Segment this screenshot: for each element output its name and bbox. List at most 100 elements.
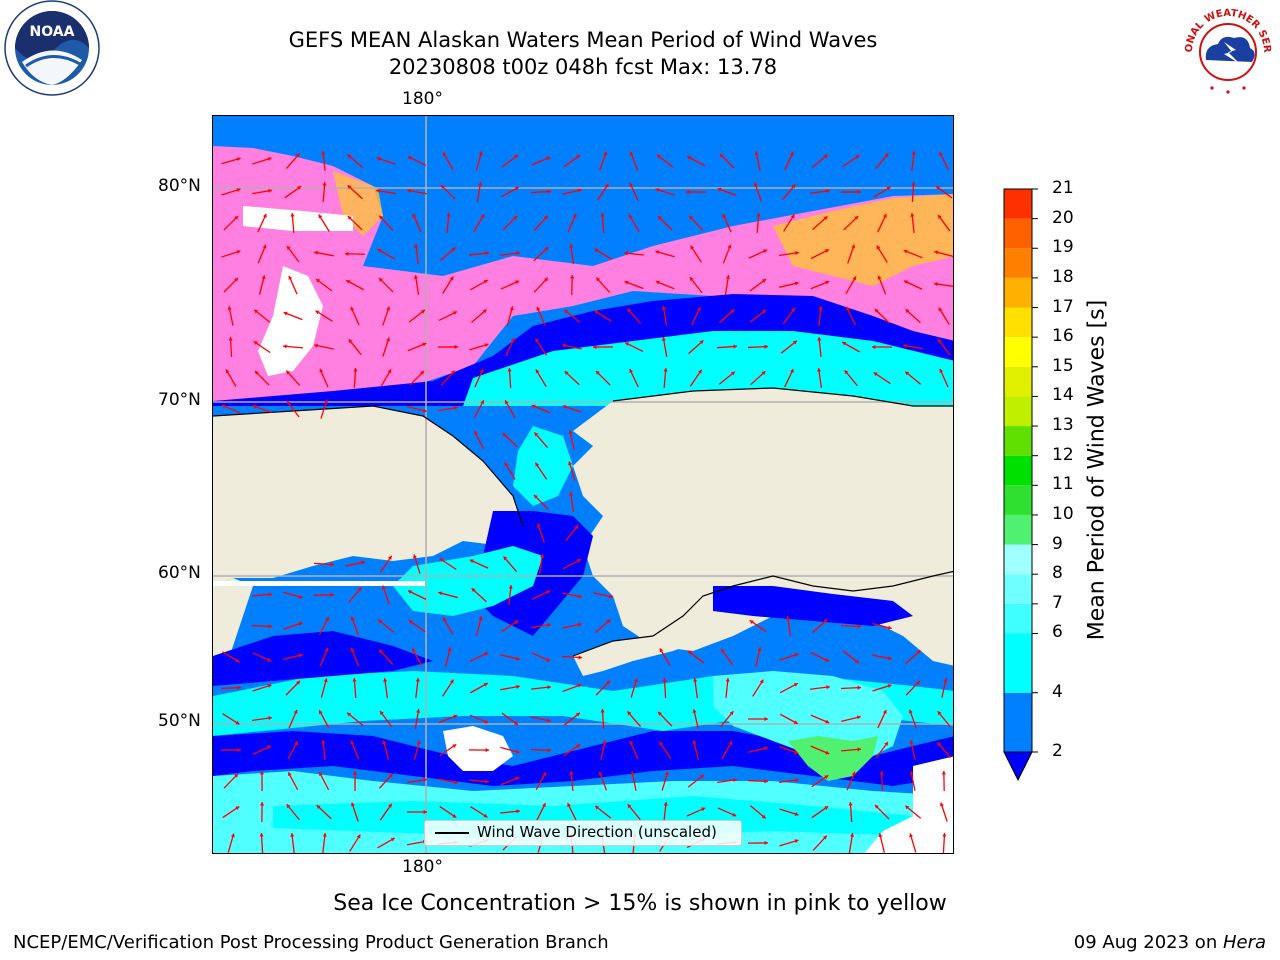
- wind-arrow-head: [793, 720, 798, 724]
- wind-arrow-head: [717, 187, 722, 192]
- wind-arrow-head: [686, 189, 690, 195]
- wind-arrow-head: [753, 182, 758, 187]
- wind-arrow-head: [625, 342, 630, 346]
- map-panel: [212, 115, 954, 854]
- noaa-logo: NOAA: [4, 0, 100, 96]
- legend-label: Wind Wave Direction (unscaled): [477, 823, 717, 841]
- wind-arrow-head: [262, 213, 267, 218]
- chart-title-line1: GEFS MEAN Alaskan Waters Mean Period of …: [288, 28, 878, 52]
- wind-arrow-head: [379, 215, 384, 220]
- wind-arrow-head: [298, 653, 303, 658]
- missing-patch-3: [213, 581, 425, 586]
- wind-arrow-head: [314, 343, 318, 348]
- sea-ice-yellow-band: [773, 194, 953, 286]
- wind-arrow-head: [535, 462, 540, 467]
- wind-arrow-head: [874, 309, 879, 313]
- colorbar-tick-label: 19: [1052, 237, 1074, 258]
- legend-line-swatch: [435, 832, 469, 834]
- wind-arrow-head: [451, 247, 456, 252]
- wind-arrow-head: [763, 249, 768, 254]
- wind-arrow-head: [439, 558, 444, 563]
- arctic-cyan-strip: [463, 331, 953, 406]
- wind-arrow-head: [629, 151, 634, 156]
- wind-arrow-head: [261, 275, 266, 280]
- wind-arrow-head: [514, 721, 519, 725]
- wind-arrow-head: [857, 624, 861, 629]
- wind-arrow-head: [822, 835, 827, 840]
- wind-arrow-head: [230, 833, 235, 838]
- wind-arrow-head: [757, 647, 762, 652]
- wind-arrow-head: [825, 719, 830, 724]
- colorbar-segment: [1004, 189, 1032, 219]
- wind-arrow-head: [824, 806, 829, 810]
- wind-arrow-head: [887, 625, 892, 630]
- wind-arrow-head: [515, 280, 520, 285]
- wind-arrow-head: [884, 741, 888, 746]
- wind-arrow-head: [440, 184, 445, 189]
- land-siberia: [213, 406, 523, 586]
- colorbar-tick-label: 16: [1052, 326, 1074, 347]
- wind-arrow-head: [911, 182, 916, 186]
- wind-arrow-head: [234, 215, 239, 220]
- missing-patch-1: [443, 726, 513, 771]
- wind-arrow-head: [749, 620, 754, 624]
- wind-arrow-head: [792, 340, 797, 345]
- wind-arrow-head: [407, 188, 411, 193]
- wind-arrow-head: [225, 369, 230, 374]
- wind-arrow-head: [415, 678, 420, 682]
- wind-arrow-head: [756, 213, 761, 217]
- wind-arrow-head: [884, 153, 889, 158]
- wind-arrow-head: [516, 684, 520, 689]
- wind-arrow-head: [483, 682, 488, 687]
- green-period-patch: [788, 736, 878, 781]
- wind-arrow-head: [664, 771, 669, 776]
- colorbar-tick-label: 12: [1052, 444, 1074, 465]
- wind-arrow-head: [661, 306, 666, 310]
- wind-arrow-head: [728, 741, 733, 746]
- wind-arrow-head: [350, 647, 355, 652]
- wind-arrow-head: [627, 711, 632, 716]
- wind-arrow-head: [449, 276, 454, 281]
- colorbar-segment: [1004, 603, 1032, 634]
- wind-arrow-head: [452, 813, 457, 818]
- wind-arrow-head: [569, 771, 574, 775]
- wind-arrow-head: [733, 344, 737, 349]
- wind-arrow-head: [290, 213, 295, 217]
- colorbar-extend-triangle: [1003, 751, 1033, 782]
- wind-arrow-head: [627, 804, 632, 809]
- wind-arrow-head: [422, 342, 427, 347]
- coastlines: [213, 387, 953, 657]
- wind-arrow-head: [568, 430, 573, 435]
- wind-arrow-head: [604, 183, 609, 188]
- wind-arrow-head: [438, 591, 443, 596]
- wind-arrow-head: [546, 657, 551, 662]
- wind-arrow-head: [288, 275, 293, 280]
- wind-arrow-head: [542, 772, 546, 777]
- wind-arrow-head: [346, 280, 351, 284]
- wind-arrow-head: [576, 559, 581, 563]
- nws-logo: NATIONAL WEATHER SERVICE: [1178, 0, 1274, 96]
- wind-arrow-head: [761, 814, 766, 819]
- wind-arrow-head: [228, 337, 233, 341]
- wind-arrow-head: [823, 154, 828, 159]
- wind-arrow-head: [824, 249, 829, 253]
- wind-arrow-head: [377, 248, 382, 253]
- wind-arrow-head: [764, 344, 768, 349]
- colorbar-segment: [1004, 337, 1032, 367]
- wind-arrow-head: [905, 309, 910, 314]
- wind-arrow-head: [316, 278, 320, 283]
- wind-arrow-head: [259, 771, 265, 775]
- colorbar-tick-label: 11: [1052, 474, 1074, 495]
- wind-arrow-head: [262, 244, 267, 249]
- wind-arrow-head: [268, 716, 272, 721]
- wind-arrow-head: [515, 749, 520, 754]
- wind-arrow-head: [696, 306, 701, 311]
- footer-date: 09 Aug 2023 on Hera: [1074, 932, 1266, 953]
- wind-arrow-head: [606, 680, 610, 685]
- wind-arrow-head: [817, 337, 822, 341]
- lat-label-50: 50°N: [158, 711, 201, 731]
- wind-arrow-head: [478, 182, 483, 186]
- norton-sound-cyan: [513, 426, 573, 506]
- wind-arrow-head: [937, 339, 942, 344]
- wind-arrow-head: [577, 622, 582, 627]
